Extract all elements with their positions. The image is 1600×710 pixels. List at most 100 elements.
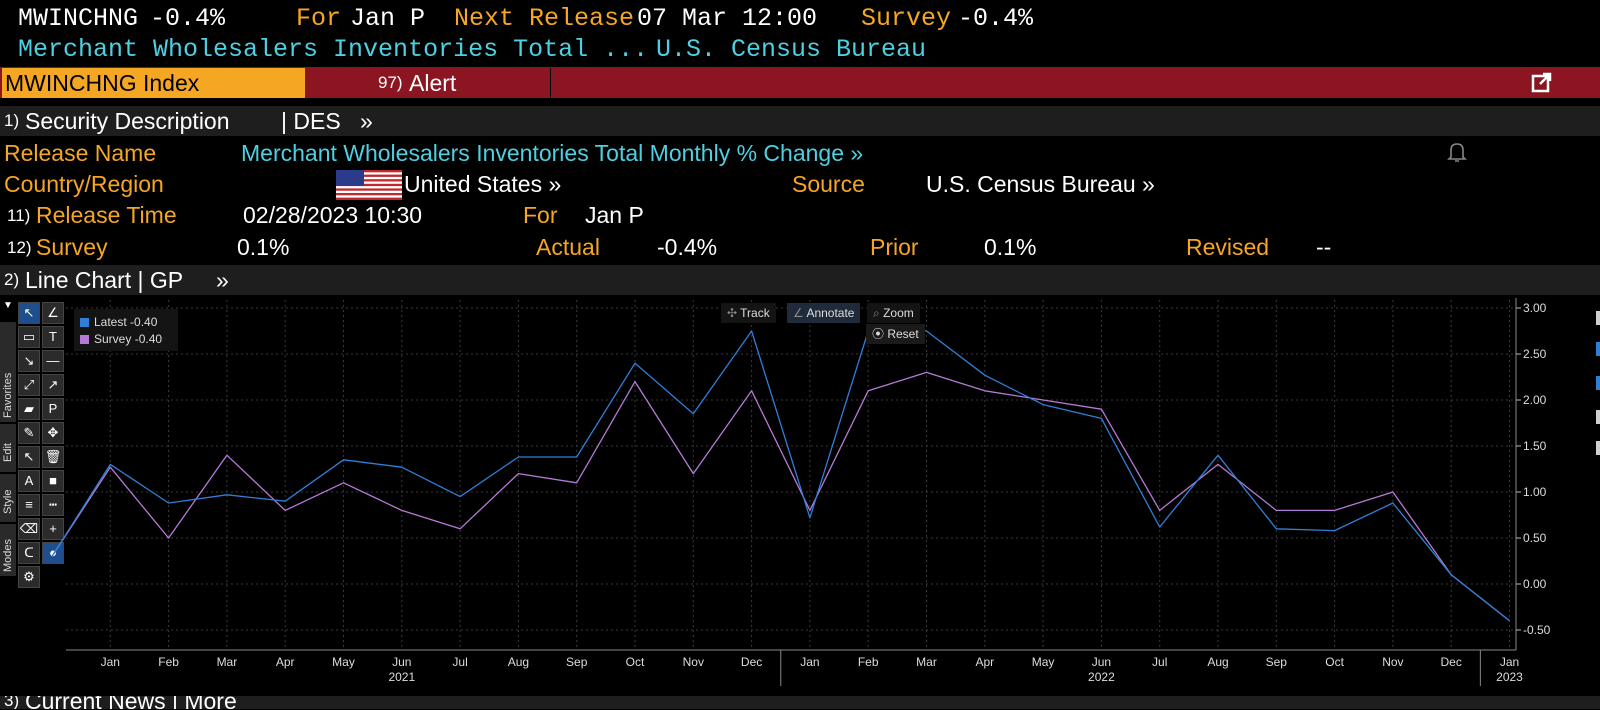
track-button[interactable]: ✣ Track [721,303,776,323]
dropdown-arrow-icon[interactable]: ▼ [3,300,13,311]
edit-tab[interactable]: Edit [0,424,16,472]
reset-label: Reset [887,327,919,341]
chart-legend: Latest -0.40 Survey -0.40 [74,309,178,351]
add-point-icon[interactable]: + [42,518,64,540]
header-survey-value: -0.4% [958,4,1034,33]
chart-section-header[interactable]: 2) Line Chart | GP » [0,265,1600,295]
horizontal-line-icon[interactable]: — [42,350,64,372]
modes-tab[interactable]: Modes [0,524,16,576]
actual-value: -0.4% [657,234,718,260]
right-panel-toggle-3[interactable] [1596,441,1600,455]
bell-icon[interactable] [1446,140,1468,169]
drawing-toolbar: Favorites Edit Style Modes ▼ ↖ ∠ ▭ T ↘ —… [0,300,68,602]
des-section-arrow: » [360,108,373,134]
x-tick-label: Apr [975,655,994,669]
country-link[interactable]: United States » [404,171,562,197]
settings-gear-icon[interactable]: ⚙ [18,566,40,588]
x-tick-label: Mar [916,655,937,669]
annotate-label: Annotate [806,306,855,320]
chart-grid [66,300,1516,650]
release-name-label: Release Name [4,140,157,166]
trend-line-icon[interactable]: ⤢ [18,374,40,396]
survey-label[interactable]: Survey [36,234,108,260]
trash-icon[interactable]: 🗑 [42,446,64,468]
annotate-button[interactable]: ∠ Annotate [787,303,861,323]
series-line-survey[interactable] [51,371,1510,622]
news-section-header[interactable]: 3) Current News | More [0,696,1600,709]
reset-icon: ⦿ [872,327,888,341]
line-weight-icon[interactable]: ≡ [18,494,40,516]
legend-label-survey: Survey [94,332,132,346]
source-link[interactable]: U.S. Census Bureau » [926,171,1155,197]
right-panel-checkbox-2[interactable] [1596,376,1600,390]
year-label: 2023 [1496,670,1523,684]
draw-line-icon[interactable]: ∠ [42,302,64,324]
eraser-icon[interactable]: ⌫ [18,518,40,540]
chart-section-number: 2) [4,270,20,289]
rectangle-icon[interactable]: ▭ [18,326,40,348]
pencil-icon[interactable]: ✎ [18,422,40,444]
x-tick-label: Sep [566,655,588,669]
line-chart[interactable]: 3.00 2.50 2.00 1.50 1.00 0.50 0.00 -0.50 Jan Feb M… [0,290,1600,710]
series-line-latest[interactable] [51,330,1510,622]
des-section-mnemonic: | DES [281,108,341,134]
security-input[interactable]: MWINCHNG Index [2,68,305,98]
track-label: Track [740,306,770,320]
release-time-number: 11) [7,206,31,225]
us-flag-icon [336,170,402,200]
select-add-icon[interactable]: ↖ [18,446,40,468]
y-tick-label: 0.50 [1523,531,1547,545]
header-for-label: For [296,4,342,33]
favorites-tab[interactable]: Favorites [0,322,16,422]
alert-button[interactable]: 97) Alert [306,68,551,98]
y-tick-label: 0.00 [1523,577,1547,591]
header-ticker: MWINCHNG [18,4,139,33]
actual-label: Actual [536,234,600,260]
ray-line-icon[interactable]: ↗ [42,374,64,396]
style-tab[interactable]: Style [0,474,16,522]
reset-button[interactable]: ⦿ Reset [866,324,925,344]
x-tick-label: Aug [1207,655,1228,669]
track-icon: ✣ [727,306,741,320]
magnet-icon[interactable]: ᑕ [18,542,40,564]
y-tick-label: 1.50 [1523,439,1547,453]
release-time-label[interactable]: Release Time [36,202,177,228]
right-panel-checkbox-1[interactable] [1596,342,1600,356]
legend-value-latest: -0.40 [130,315,158,329]
x-tick-label: Feb [158,655,179,669]
country-label: Country/Region [4,171,164,197]
x-tick-label: Jan [1500,655,1519,669]
x-tick-label: Oct [1325,655,1344,669]
x-tick-label: Sep [1266,655,1288,669]
text-tool-icon[interactable]: T [42,326,64,348]
legend-value-survey: -0.40 [134,332,163,346]
legend-item-survey[interactable]: Survey -0.40 [80,332,162,346]
x-tick-label: Dec [741,655,762,669]
prior-label: Prior [870,234,919,260]
revised-label: Revised [1186,234,1270,260]
legend-item-latest[interactable]: Latest -0.40 [80,315,157,329]
font-style-icon[interactable]: A [18,470,40,492]
popout-icon[interactable] [1531,71,1553,93]
chart-axes: 3.00 2.50 2.00 1.50 1.00 0.50 0.00 -0.50 Jan Feb M… [66,298,1551,686]
x-tick-label: Jan [800,655,819,669]
zoom-button[interactable]: ⌕ Zoom [867,303,920,323]
color-fill-icon[interactable]: ■ [42,470,64,492]
security-input-text: MWINCHNG Index [5,70,200,96]
pointer-icon[interactable]: ↖ [18,302,40,324]
des-section-title: Security Description [25,108,230,134]
x-tick-label: Oct [626,655,645,669]
move-icon[interactable]: ✥ [42,422,64,444]
arrow-icon[interactable]: ↘ [18,350,40,372]
annotate-icon: ∠ [793,306,807,320]
des-section-number: 1) [4,111,20,130]
des-section-header[interactable]: 1) Security Description | DES » [0,106,1600,136]
header-survey-label: Survey [861,4,952,33]
chart-section-title: Line Chart | GP [25,267,184,293]
channel-icon[interactable]: ▰ [18,398,40,420]
price-label-icon[interactable]: P [42,398,64,420]
release-name-link[interactable]: Merchant Wholesalers Inventories Total M… [241,140,864,166]
right-panel-toggle-1[interactable] [1596,311,1600,325]
line-style-icon[interactable]: ┅ [42,494,64,516]
right-panel-toggle-2[interactable] [1596,410,1600,424]
